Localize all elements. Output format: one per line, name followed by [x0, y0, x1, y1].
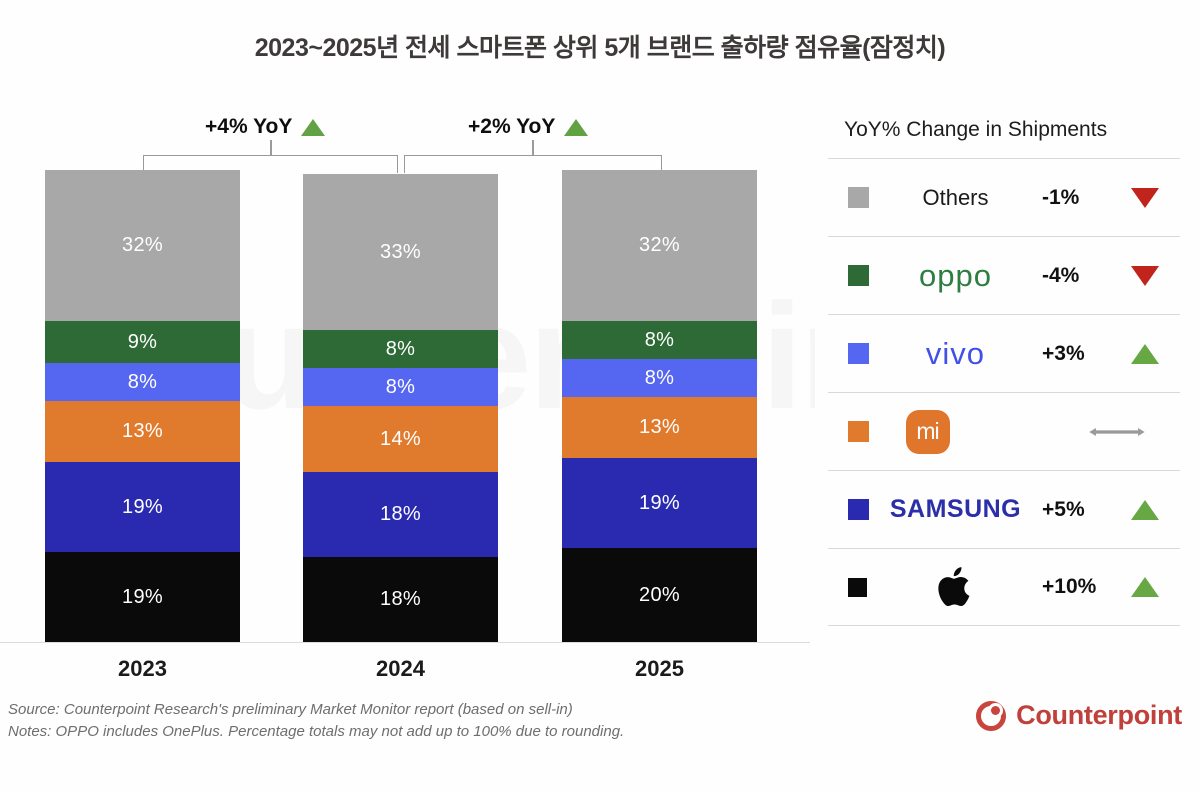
legend-brand-oppo: oppo — [869, 237, 1042, 314]
legend-label-others: Others — [922, 184, 989, 210]
bar-segment-samsung-2025: 19% — [562, 458, 757, 548]
legend-swatch-apple — [848, 577, 867, 597]
bar-segment-oppo-2024: 8% — [303, 330, 498, 368]
samsung-logo-icon: SAMSUNG — [889, 495, 1022, 523]
counterpoint-logo: Counterpoint — [976, 700, 1182, 731]
double-arrow-flat-icon — [1089, 427, 1145, 436]
legend-swatch-samsung — [848, 499, 869, 520]
footer-source: Source: Counterpoint Research's prelimin… — [8, 701, 573, 718]
legend-pct-oppo: -4% — [1042, 263, 1080, 287]
bar-segment-vivo-2025: 8% — [562, 359, 757, 397]
bar-segment-others-2023: 32% — [45, 170, 240, 321]
bar-segment-xiaomi-2024: 14% — [303, 406, 498, 472]
legend-panel: YoY% Change in Shipments Others -1% oppo… — [828, 118, 1180, 626]
legend-swatch-vivo — [848, 343, 869, 364]
footer-note: Notes: OPPO includes OnePlus. Percentage… — [8, 722, 625, 740]
xiaomi-mi-logo-icon: mi — [905, 409, 950, 454]
bar-segment-vivo-2024: 8% — [303, 368, 498, 406]
legend-brand-samsung: SAMSUNG — [869, 471, 1042, 548]
legend-brand-xiaomi: mi — [869, 393, 986, 470]
triangle-down-icon — [1131, 265, 1159, 286]
bar-segment-others-2024: 33% — [303, 174, 498, 330]
bar-segment-xiaomi-2023: 13% — [45, 401, 240, 462]
legend-title: YoY% Change in Shipments — [844, 118, 1108, 141]
legend-arrow-samsung — [1114, 499, 1176, 520]
legend-arrow-oppo — [1114, 265, 1176, 286]
apple-logo-icon — [937, 567, 969, 607]
bar-segment-oppo-2023: 9% — [45, 321, 240, 363]
legend-brand-others: Others — [869, 159, 1042, 236]
vivo-logo-icon: vivo — [925, 335, 986, 371]
stacked-bar-chart: +4% YoY +2% YoY 32% 9% 8% 13% 19% 19% 20… — [0, 100, 810, 681]
bar-segment-apple-2024: 18% — [303, 557, 498, 642]
bar-segment-samsung-2024: 18% — [303, 472, 498, 557]
bar-segment-oppo-2025: 8% — [562, 321, 757, 359]
bar-segment-xiaomi-2025: 13% — [562, 397, 757, 458]
legend-row-vivo[interactable]: vivo +3% — [828, 314, 1180, 392]
bar-segment-apple-2023: 19% — [45, 552, 240, 642]
triangle-up-icon — [1131, 577, 1159, 597]
triangle-up-icon — [564, 118, 589, 136]
axis-baseline — [0, 642, 810, 643]
triangle-down-icon — [1131, 187, 1159, 208]
bar-segment-vivo-2023: 8% — [45, 363, 240, 401]
legend-arrow-xiaomi — [1058, 424, 1176, 440]
legend-row-samsung[interactable]: SAMSUNG +5% — [828, 470, 1180, 548]
yoy-annotation-2023-2024-text: +4% YoY — [205, 115, 293, 138]
page-title: 2023~2025년 전세 스마트폰 상위 5개 브랜드 출하량 점유율(잠정치… — [254, 34, 946, 62]
legend-swatch-others — [848, 187, 869, 208]
legend-pct-apple: +10% — [1042, 575, 1097, 598]
x-tick-label-2025: 2025 — [635, 656, 684, 681]
counterpoint-mark-icon — [976, 700, 1007, 731]
bar-segment-apple-2025: 20% — [562, 548, 757, 642]
legend-pct-others: -1% — [1042, 185, 1080, 209]
legend-pct-vivo: +3% — [1042, 341, 1085, 365]
legend-brand-apple — [867, 549, 1042, 625]
triangle-up-icon — [1131, 499, 1159, 520]
legend-brand-vivo: vivo — [869, 315, 1042, 392]
legend-row-xiaomi[interactable]: mi — [828, 392, 1180, 470]
counterpoint-wordmark: Counterpoint — [1016, 700, 1182, 730]
legend-row-others[interactable]: Others -1% — [828, 158, 1180, 236]
legend-arrow-vivo — [1114, 343, 1176, 364]
legend-swatch-oppo — [848, 265, 869, 286]
legend-row-oppo[interactable]: oppo -4% — [828, 236, 1180, 314]
triangle-up-icon — [1131, 343, 1159, 364]
legend-swatch-xiaomi — [848, 421, 869, 442]
bar-column-2024: 33% 8% 8% 14% 18% 18% 2024 — [303, 174, 498, 681]
legend-arrow-others — [1114, 187, 1176, 208]
bar-segment-others-2025: 32% — [562, 170, 757, 321]
yoy-annotation-2024-2025: +2% YoY — [468, 115, 589, 139]
x-tick-label-2024: 2024 — [376, 656, 425, 681]
x-tick-label-2023: 2023 — [118, 656, 167, 681]
legend-arrow-apple — [1114, 577, 1176, 597]
footer-notes: Source: Counterpoint Research's prelimin… — [8, 699, 624, 743]
legend-pct-samsung: +5% — [1042, 497, 1085, 521]
legend-row-apple[interactable]: +10% — [828, 548, 1180, 626]
yoy-annotation-2023-2024: +4% YoY — [205, 115, 326, 139]
bar-segment-samsung-2023: 19% — [45, 462, 240, 552]
bar-column-2025: 32% 8% 8% 13% 19% 20% 2025 — [562, 170, 757, 681]
oppo-logo-icon: oppo — [919, 257, 992, 293]
triangle-up-icon — [301, 118, 326, 136]
bracket-stem-2 — [532, 140, 534, 156]
bar-column-2023: 32% 9% 8% 13% 19% 19% 2023 — [45, 170, 240, 681]
yoy-annotation-2024-2025-text: +2% YoY — [468, 115, 556, 138]
bracket-stem-1 — [270, 140, 272, 156]
